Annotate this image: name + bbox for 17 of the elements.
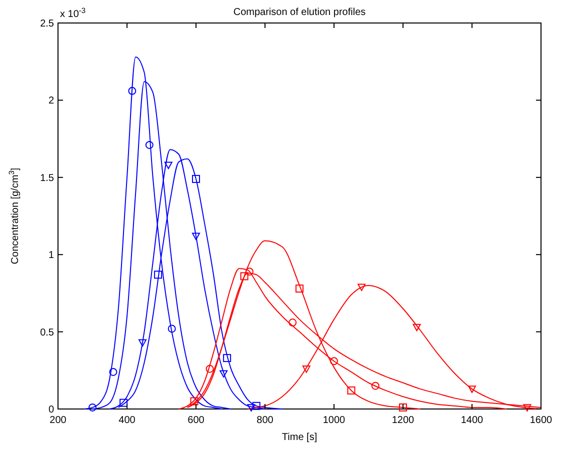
x-tick-label: 800 [256,415,274,426]
y-tick-label: 2.5 [40,18,54,30]
x-tick-label: 600 [188,415,205,426]
x-tick-label: 1600 [530,415,553,426]
x-axis-title: Time [s] [282,432,318,443]
y-tick-label: 1.5 [40,172,54,184]
chart-title: Comparison of elution profiles [233,7,366,18]
y-tick-label: 0 [48,404,54,416]
x-tick-label: 1000 [322,415,346,426]
x-tick-label: 1200 [392,415,415,426]
y-tick-label: 1 [48,250,54,262]
x-tick-label: 400 [118,415,136,426]
x-tick-label: 200 [50,415,67,426]
y-tick-label: 0.5 [40,327,54,338]
x-tick-label: 1400 [460,415,484,426]
y-tick-label: 2 [48,96,54,107]
text: x 10$^{-3}$ [60,6,86,20]
